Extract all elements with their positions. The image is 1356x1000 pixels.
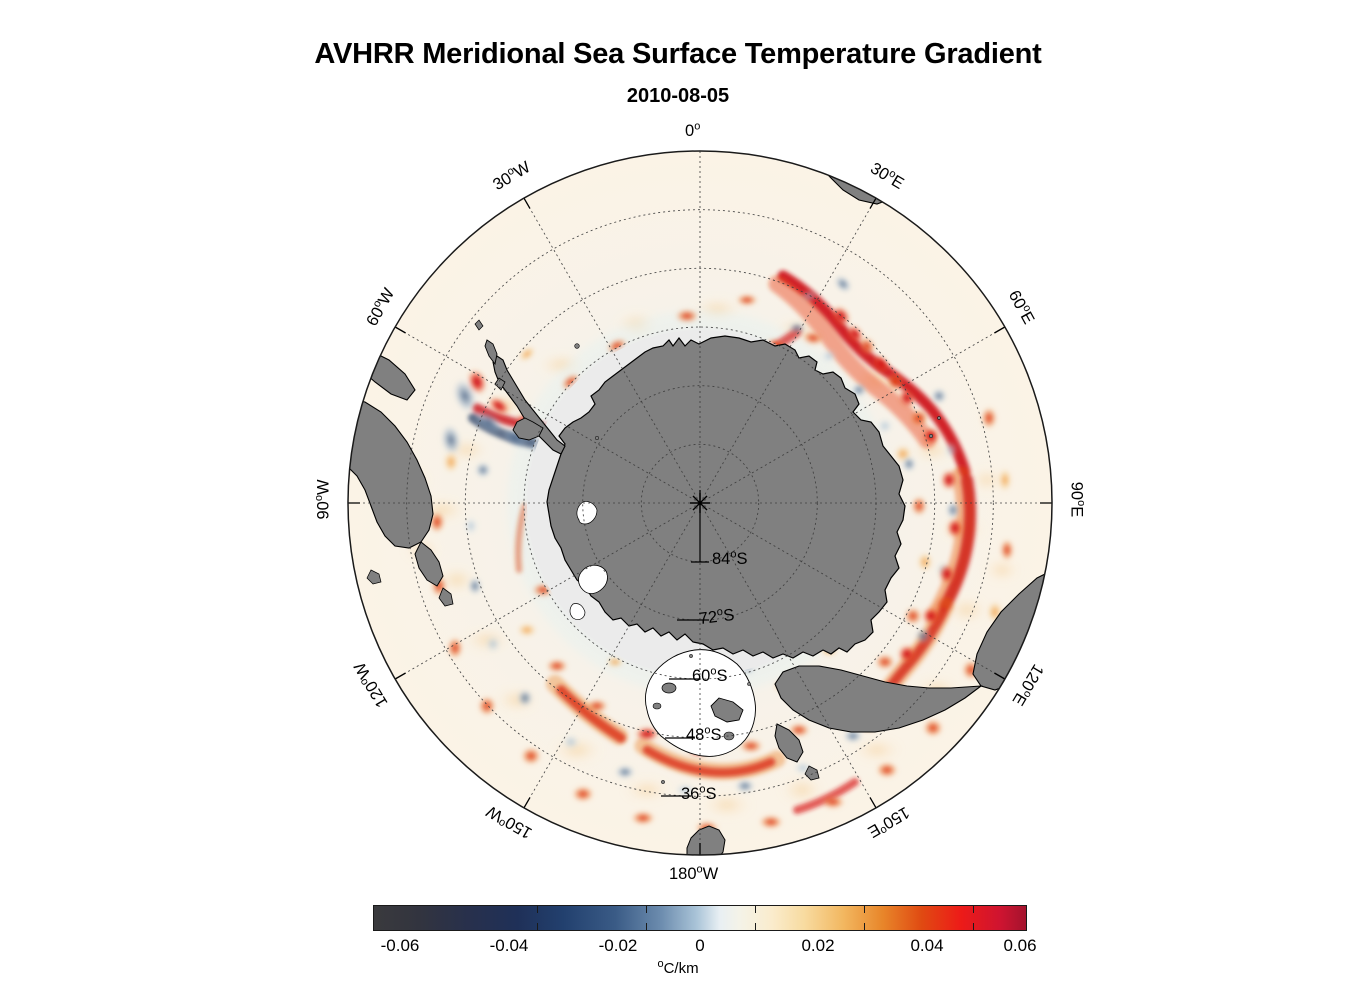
latitude-tick-marks [661, 503, 709, 797]
colorbar-tick-label: 0.06 [1003, 936, 1037, 955]
longitude-tick-marks [348, 197, 1052, 855]
lat-label-36S: 36oS [681, 783, 717, 803]
colorbar-tick [755, 906, 756, 913]
polar-map[interactable]: 84oS 72oS 60oS 48oS 36oS [347, 150, 1053, 856]
sst-gradient-field [348, 151, 1052, 855]
colorbar-tick [864, 923, 865, 930]
colorbar-tick [973, 906, 974, 913]
antarctica-landmass [474, 319, 906, 659]
colorbar-tick [646, 906, 647, 913]
subantarctic-islands [574, 343, 941, 784]
colorbar-tick-label: 0.04 [910, 936, 944, 955]
lat-label-60S: 60oS [692, 665, 728, 685]
colorbar-tick [864, 906, 865, 913]
colorbar-tick-label: -0.04 [489, 936, 529, 955]
lat-label-84S: 84oS [712, 548, 748, 568]
colorbar-gradient [374, 906, 1026, 930]
lon-label-180W: 180oW [669, 863, 719, 883]
lon-label-90W: 90oW [313, 479, 333, 520]
colorbar-tick-label: -0.06 [380, 936, 420, 955]
colorbar-tick [973, 923, 974, 930]
page-title: AVHRR Meridional Sea Surface Temperature… [314, 38, 1042, 70]
lat-label-48S: 48oS [686, 724, 722, 744]
figure-subtitle: 2010-08-05 [626, 85, 730, 107]
map-boundary [347, 150, 1053, 856]
colorbar-tick-label: 0.02 [801, 936, 835, 955]
colorbar-tick [755, 923, 756, 930]
colorbar[interactable] [373, 905, 1027, 931]
colorbar-tick-label: -0.02 [598, 936, 638, 955]
colorbar-unit-label: oC/km [657, 958, 699, 978]
colorbar-tick [537, 923, 538, 930]
lon-label-0: 0o [685, 120, 701, 140]
map-svg [347, 150, 1053, 856]
meridians [348, 151, 1052, 855]
eddy-speckle-background [394, 297, 1020, 818]
colorbar-tick-label: 0 [695, 936, 705, 955]
new-zealand-landmass [686, 825, 726, 855]
ice-shelves [569, 501, 756, 757]
colorbar-tick [646, 923, 647, 930]
colorbar-tick [537, 906, 538, 913]
agulhas-return-dipoles [846, 325, 963, 663]
lon-label-90E: 90oE [1067, 481, 1087, 518]
